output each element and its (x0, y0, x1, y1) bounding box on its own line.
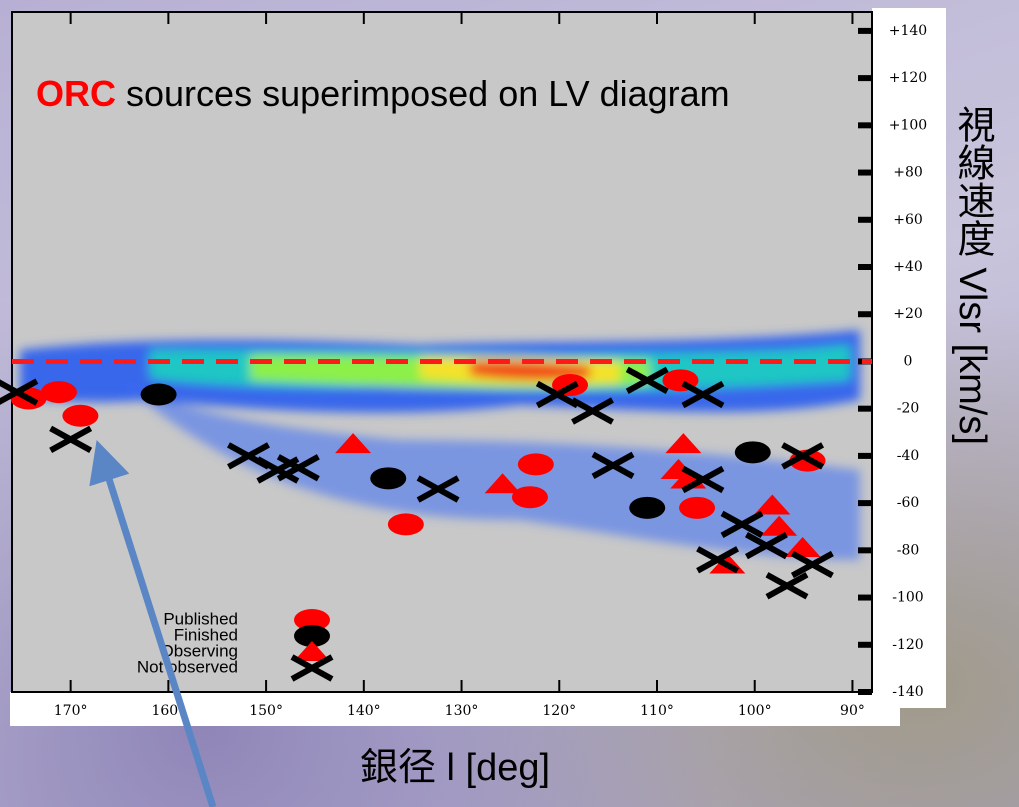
y-tick-label: +40 (893, 259, 923, 275)
title-text: sources superimposed on LV diagram (126, 73, 730, 114)
marker (41, 381, 77, 403)
y-tick-label: +100 (889, 117, 927, 133)
y-tick-label: -40 (897, 448, 920, 464)
y-tick-label: 0 (904, 353, 913, 369)
x-tick-label: 110° (640, 703, 674, 719)
y-tick-label: +140 (889, 23, 927, 39)
x-tick-label: 170° (54, 703, 88, 719)
legend-label: Not observed (137, 657, 238, 676)
x-tick-label: 130° (445, 703, 479, 719)
y-tick-label: -60 (897, 495, 920, 511)
y-tick-label: -140 (892, 684, 923, 700)
y-axis-label: 視線速度 Vlsr [km/s] (945, 105, 1000, 445)
y-tick-label: +20 (893, 306, 923, 322)
marker (62, 405, 98, 427)
x-axis-label: 銀径 l [deg] (360, 747, 550, 789)
title: ORC sources superimposed on LV diagram (36, 62, 866, 126)
title-highlight: ORC (36, 73, 116, 114)
x-tick-label: 90° (840, 703, 865, 719)
marker (141, 384, 177, 406)
marker (629, 497, 665, 519)
marker (512, 486, 548, 508)
y-tick-label: -100 (892, 590, 923, 606)
y-tick-label: +120 (889, 70, 927, 86)
marker (518, 453, 554, 475)
y-tick-label: +60 (893, 212, 923, 228)
y-tick-label: -20 (897, 401, 920, 417)
x-tick-label: 140° (347, 703, 381, 719)
y-tick-label: -120 (892, 637, 923, 653)
marker (370, 467, 406, 489)
x-tick-label: 150° (249, 703, 283, 719)
y-tick-label: +80 (893, 165, 923, 181)
marker (679, 497, 715, 519)
x-tick-label: 120° (542, 703, 576, 719)
marker (388, 513, 424, 535)
y-tick-label: -80 (897, 542, 920, 558)
marker (735, 441, 771, 463)
x-tick-label: 100° (738, 703, 772, 719)
